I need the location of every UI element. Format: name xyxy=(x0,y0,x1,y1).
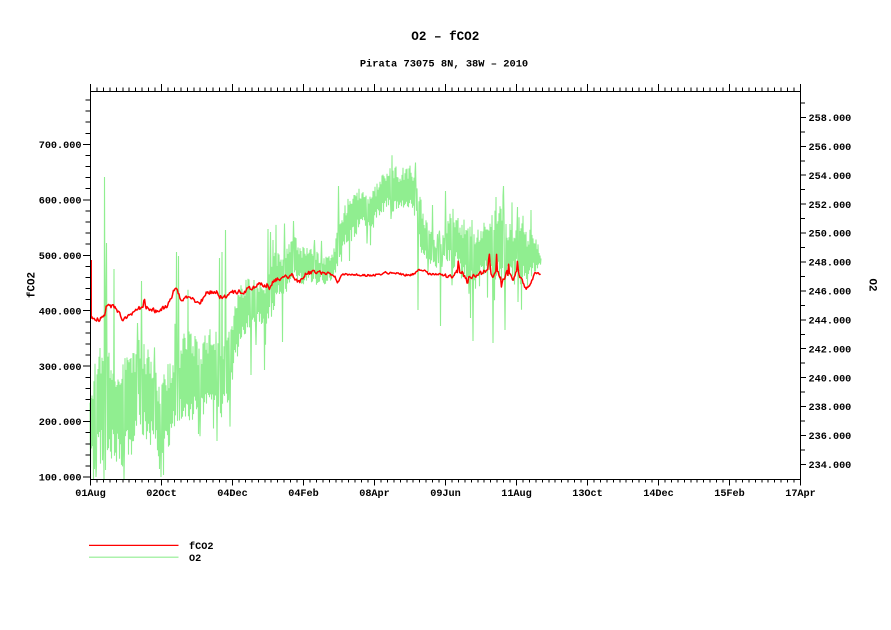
svg-text:09Jun: 09Jun xyxy=(430,489,461,500)
svg-text:244.000: 244.000 xyxy=(809,316,852,327)
svg-text:258.000: 258.000 xyxy=(809,114,852,125)
svg-text:250.000: 250.000 xyxy=(809,230,852,241)
svg-text:300.000: 300.000 xyxy=(39,363,82,374)
svg-text:100.000: 100.000 xyxy=(39,474,82,485)
svg-text:14Dec: 14Dec xyxy=(643,489,674,500)
svg-text:08Apr: 08Apr xyxy=(359,489,390,500)
svg-text:246.000: 246.000 xyxy=(809,288,852,299)
svg-text:234.000: 234.000 xyxy=(809,461,852,472)
svg-text:02Oct: 02Oct xyxy=(146,489,177,500)
svg-text:248.000: 248.000 xyxy=(809,259,852,270)
svg-text:01Aug: 01Aug xyxy=(75,489,106,500)
svg-text:04Feb: 04Feb xyxy=(288,488,319,500)
svg-text:13Oct: 13Oct xyxy=(572,489,603,500)
svg-text:11Aug: 11Aug xyxy=(501,489,532,500)
svg-text:254.000: 254.000 xyxy=(809,172,852,183)
svg-text:240.000: 240.000 xyxy=(809,374,852,385)
svg-text:256.000: 256.000 xyxy=(809,143,852,154)
svg-text:04Dec: 04Dec xyxy=(217,489,248,500)
svg-text:O2 – fCO2: O2 – fCO2 xyxy=(411,30,479,44)
svg-text:O2: O2 xyxy=(866,279,878,292)
svg-text:242.000: 242.000 xyxy=(809,345,852,356)
svg-text:17Apr: 17Apr xyxy=(785,489,816,500)
svg-text:252.000: 252.000 xyxy=(809,201,852,212)
svg-text:700.000: 700.000 xyxy=(39,141,82,152)
svg-text:238.000: 238.000 xyxy=(809,403,852,414)
svg-text:200.000: 200.000 xyxy=(39,418,82,429)
svg-text:fCO2: fCO2 xyxy=(27,272,39,298)
svg-text:15Feb: 15Feb xyxy=(714,488,745,500)
svg-text:400.000: 400.000 xyxy=(39,307,82,318)
svg-text:fCO2: fCO2 xyxy=(189,541,213,553)
svg-text:Pirata 73075 8N, 38W – 2010: Pirata 73075 8N, 38W – 2010 xyxy=(360,59,528,71)
svg-text:500.000: 500.000 xyxy=(39,252,82,263)
svg-text:600.000: 600.000 xyxy=(39,196,82,207)
svg-text:O2: O2 xyxy=(189,554,201,565)
svg-text:236.000: 236.000 xyxy=(809,432,852,443)
